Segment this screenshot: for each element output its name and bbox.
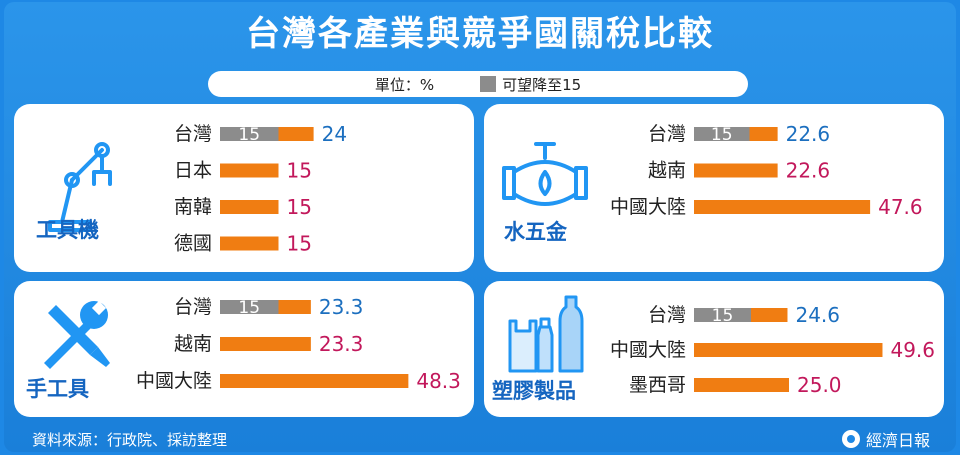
bar-chart: 台灣 15 24.6 中國大陸 49.6 墨西哥 25.0 [610, 303, 935, 397]
category-label: 中國大陸 [610, 196, 686, 218]
value-label: 24.6 [795, 303, 840, 327]
bar [220, 374, 409, 388]
bar [220, 163, 279, 178]
bar [220, 337, 311, 351]
reduction-bar [220, 127, 279, 141]
value-label: 48.3 [416, 369, 461, 393]
bar-chart: 台灣 15 22.6 越南 22.6 中國大陸 47.6 [610, 122, 923, 219]
value-label: 15 [287, 232, 312, 256]
bar-chart: 台灣 15 23.3 越南 23.3 中國大陸 48.3 [136, 295, 461, 393]
reduction-bar [694, 308, 751, 322]
value-label: 23.3 [319, 295, 364, 319]
reduction-bar [220, 300, 279, 314]
reduction-bar [694, 127, 750, 141]
bar [694, 163, 778, 178]
category-label: 德國 [174, 233, 212, 255]
gray-swatch [480, 76, 497, 92]
legend-bar: 單位：% 可望降至15 [208, 71, 748, 97]
wrench-screwdriver-icon [44, 300, 110, 369]
bar [220, 200, 279, 214]
panel-title: 塑膠製品 [492, 379, 576, 403]
category-label: 南韓 [174, 196, 212, 218]
category-label: 越南 [648, 160, 686, 182]
source-note: 資料來源：行政院、採訪整理 [32, 431, 228, 449]
brand: 經濟日報 [841, 427, 930, 451]
value-label: 49.6 [890, 338, 935, 362]
value-label: 15 [287, 195, 312, 219]
plastic-bottles-icon [508, 295, 584, 373]
category-label: 日本 [174, 160, 212, 182]
panel-plumbing-hardware: 水五金 台灣 15 22.6 越南 22.6 中國大陸 47.6 [484, 104, 944, 272]
reduction-label: 15 [711, 125, 733, 145]
value-label: 47.6 [878, 195, 923, 219]
gray-legend-label: 可望降至15 [502, 75, 582, 94]
panel-plastic-products: 塑膠製品 台灣 15 24.6 中國大陸 49.6 墨西哥 25.0 [484, 281, 944, 417]
category-label: 越南 [174, 333, 212, 355]
category-label: 中國大陸 [136, 370, 212, 392]
value-label: 24 [322, 122, 347, 146]
bar [694, 378, 789, 392]
value-label: 23.3 [319, 332, 364, 356]
value-label: 15 [287, 159, 312, 183]
brand-logo-icon [841, 430, 860, 448]
reduction-label: 15 [712, 306, 734, 326]
bar-chart: 台灣 15 24 日本 15 南韓 15 德國 15 [174, 122, 347, 256]
faucet-icon [502, 142, 588, 206]
panel-machine-tools: 工具機 台灣 15 24 日本 15 南韓 15 德國 15 [14, 104, 474, 272]
panel-title: 手工具 [26, 377, 89, 401]
panel-hand-tools: 手工具 台灣 15 23.3 越南 23.3 中國大陸 48.3 [14, 281, 474, 417]
bar [220, 236, 279, 251]
bar [694, 200, 871, 214]
category-label: 台灣 [648, 123, 686, 145]
robot-arm-icon [48, 142, 112, 232]
value-label: 22.6 [786, 122, 831, 146]
brand-name: 經濟日報 [865, 431, 930, 450]
category-label: 墨西哥 [629, 374, 686, 396]
value-label: 22.6 [786, 159, 831, 183]
category-label: 台灣 [174, 296, 212, 318]
value-label: 25.0 [797, 373, 842, 397]
bar [694, 343, 883, 357]
category-label: 台灣 [174, 123, 212, 145]
reduction-label: 15 [238, 298, 260, 318]
panel-title: 工具機 [36, 218, 99, 242]
reduction-label: 15 [238, 125, 260, 145]
panel-title: 水五金 [504, 220, 567, 244]
category-label: 中國大陸 [610, 339, 686, 361]
category-label: 台灣 [648, 304, 686, 326]
unit-label: 單位：% [374, 75, 435, 94]
page-title: 台灣各產業與競爭國關稅比較 [246, 14, 714, 54]
